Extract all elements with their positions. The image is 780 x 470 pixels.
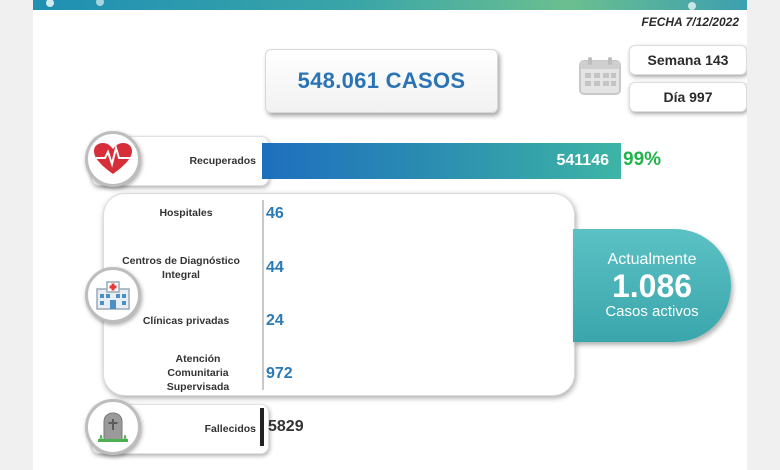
- facility-value: 972: [266, 365, 293, 382]
- active-cases-label: Casos activos: [605, 303, 699, 320]
- facility-label: Centros de Diagnóstico Integral: [122, 255, 240, 281]
- facility-value: 24: [266, 312, 284, 329]
- week-pill: Semana 143: [629, 45, 747, 75]
- panel-divider: [262, 200, 264, 390]
- deaths-icon-badge: [85, 399, 141, 455]
- facility-value: 44: [266, 259, 284, 276]
- recovered-percent: 99%: [623, 149, 662, 170]
- top-banner: [33, 0, 747, 10]
- facility-value: 46: [266, 205, 284, 222]
- deaths-label: Fallecidos: [204, 423, 256, 435]
- recovered-value: 541146: [556, 152, 609, 169]
- recovered-icon-badge: [85, 131, 141, 187]
- active-cases-caption: Actualmente: [607, 251, 697, 268]
- infographic: FECHA 7/12/2022 548.061 CASOS Semana 143…: [33, 0, 747, 470]
- hospital-icon: [96, 281, 130, 310]
- report-date: FECHA 7/12/2022: [641, 15, 739, 29]
- active-cases-value: 1.086: [611, 268, 693, 304]
- recovered-label: Recuperados: [189, 155, 256, 167]
- tombstone-icon: [98, 412, 128, 442]
- total-cases-value: 548.061 CASOS: [297, 68, 466, 93]
- facility-label: Hospitales: [159, 207, 213, 219]
- heart-pulse-icon: [94, 143, 132, 174]
- facility-label: Clínicas privadas: [142, 315, 230, 327]
- facility-label: Atención Comunitaria Supervisada: [166, 353, 230, 393]
- active-cases-callout: Actualmente 1.086 Casos activos: [573, 229, 731, 342]
- calendar-icon: [579, 57, 621, 95]
- virus-decoration-icon: [688, 2, 696, 10]
- deaths-bar: [260, 408, 264, 446]
- day-pill: Día 997: [629, 82, 747, 112]
- deaths-value: 5829: [268, 418, 304, 435]
- virus-decoration-icon: [96, 0, 104, 6]
- virus-decoration-icon: [46, 0, 54, 7]
- facilities-icon-badge: [85, 267, 141, 323]
- recovered-bar: 541146: [262, 143, 621, 179]
- total-cases-box: 548.061 CASOS: [265, 49, 498, 113]
